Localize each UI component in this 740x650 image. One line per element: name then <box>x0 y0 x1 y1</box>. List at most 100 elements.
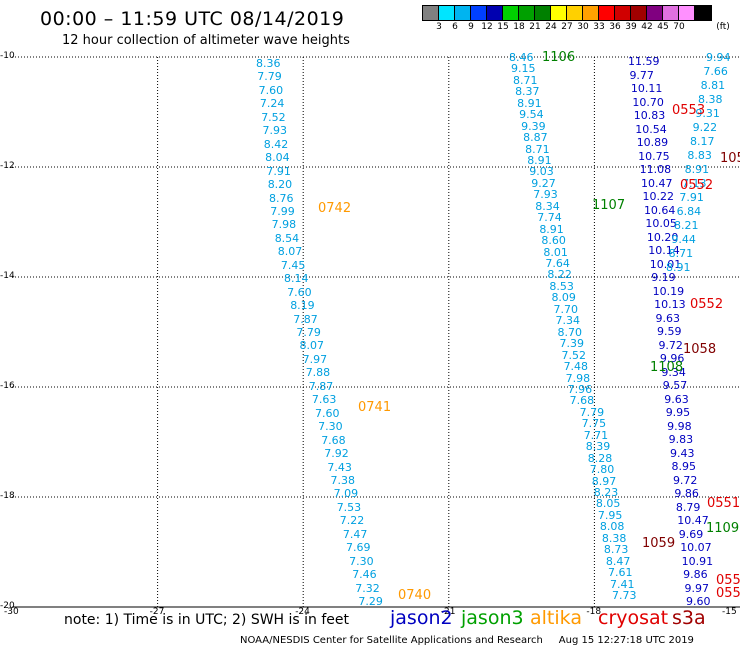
swh-value: 10.47 <box>641 176 673 190</box>
swh-value: 8.46 <box>509 51 534 64</box>
credit-line: NOAA/NESDIS Center for Satellite Applica… <box>240 635 694 646</box>
swh-value: 7.66 <box>703 65 728 78</box>
swh-value: 7.24 <box>259 97 285 111</box>
swh-value: 8.42 <box>263 137 289 151</box>
swh-value: 10.89 <box>636 136 669 149</box>
longitude-label: -18 <box>586 607 602 617</box>
color-swatch <box>631 6 647 20</box>
color-swatch <box>503 6 519 20</box>
swh-value: 8.38 <box>698 93 723 106</box>
swh-value: 7.61 <box>607 566 633 580</box>
latitude-label: -16 <box>0 381 15 391</box>
swh-value: 7.32 <box>355 581 380 595</box>
latitude-label: -10 <box>0 51 15 61</box>
swh-value: 7.45 <box>280 258 306 272</box>
color-swatch <box>471 6 487 20</box>
swh-value: 7.39 <box>559 337 585 351</box>
swh-value: 9.69 <box>678 527 704 541</box>
swh-value: 8.71 <box>513 73 538 87</box>
swh-value: 7.30 <box>349 554 374 568</box>
swh-value: 7.60 <box>258 83 284 97</box>
swh-value: 8.04 <box>265 151 290 165</box>
swh-value: 7.98 <box>271 218 297 232</box>
color-swatch <box>679 6 695 20</box>
swh-value: 9.27 <box>531 176 556 190</box>
swh-value: 7.68 <box>321 433 346 447</box>
swh-value: 10.13 <box>654 298 686 311</box>
swh-value: 8.38 <box>601 531 627 545</box>
swh-value: 9.19 <box>651 271 676 284</box>
swh-value: 8.91 <box>517 96 542 110</box>
color-scale-tick: 42 <box>641 22 653 32</box>
swh-value: 8.07 <box>277 245 303 259</box>
color-scale-tick: 15 <box>497 22 509 32</box>
swh-value: 7.43 <box>327 460 352 474</box>
color-scale-tick: 33 <box>593 22 605 32</box>
swh-value: 7.87 <box>308 379 334 393</box>
color-scale-tick: 27 <box>561 22 573 32</box>
swh-value: 8.14 <box>284 272 309 286</box>
swh-value: 7.29 <box>358 595 383 608</box>
pass-label: 1107 <box>592 198 626 213</box>
swh-value: 7.38 <box>330 473 356 487</box>
swh-value: 8.91 <box>527 154 552 168</box>
swh-value: 7.79 <box>296 326 321 339</box>
color-scale-tick: 39 <box>625 22 637 32</box>
credit-text: NOAA/NESDIS Center for Satellite Applica… <box>240 635 543 646</box>
swh-value: 7.47 <box>342 527 368 541</box>
longitude-label: -27 <box>149 607 165 617</box>
swh-value: 7.87 <box>293 312 318 326</box>
swh-value: 8.20 <box>267 178 293 192</box>
color-swatch <box>535 6 551 20</box>
swh-value: 9.86 <box>683 568 708 581</box>
swh-value: 8.81 <box>700 79 726 92</box>
map-subtitle: 12 hour collection of altimeter wave hei… <box>62 33 350 48</box>
swh-value: 10.70 <box>632 95 664 109</box>
latitude-label: -18 <box>0 491 15 501</box>
swh-value: 9.31 <box>695 107 720 120</box>
swh-value: 10.01 <box>649 257 682 271</box>
swh-value: 7.46 <box>352 568 377 582</box>
color-swatch <box>439 6 455 20</box>
swh-value: 9.39 <box>521 119 546 133</box>
swh-value: 7.60 <box>287 285 312 299</box>
latitude-label: -14 <box>0 271 15 281</box>
swh-value: 7.70 <box>553 302 578 316</box>
color-swatch <box>551 6 567 20</box>
legend-item-cryosat: cryosat <box>598 607 669 629</box>
swh-value: 10.54 <box>635 122 667 136</box>
pass-label: 1109 <box>706 521 740 536</box>
swh-value: 9.44 <box>671 233 696 246</box>
swh-value: 7.99 <box>270 204 295 218</box>
color-swatch <box>695 6 711 20</box>
swh-value: 7.64 <box>545 257 570 271</box>
color-scale-tick: 70 <box>673 22 685 32</box>
swh-value: 10.22 <box>642 190 675 203</box>
swh-value: 9.96 <box>659 352 685 365</box>
color-scale-tick: 24 <box>545 22 557 32</box>
swh-value: 8.95 <box>671 460 697 473</box>
swh-value: 9.54 <box>519 108 544 122</box>
swh-value: 9.43 <box>670 446 695 460</box>
swh-value: 8.70 <box>557 325 583 339</box>
latitude-label: -12 <box>0 161 15 171</box>
swh-value: 8.91 <box>684 163 710 176</box>
swh-value: 8.73 <box>603 543 629 557</box>
swh-value: 8.34 <box>535 199 560 213</box>
swh-value: 7.75 <box>581 417 607 431</box>
swh-value: 8.05 <box>595 497 621 511</box>
swh-value: 8.23 <box>593 485 619 499</box>
color-scale-tick: (ft) <box>716 22 730 32</box>
swh-value: 10.05 <box>645 217 677 230</box>
swh-value: 9.98 <box>667 419 692 433</box>
swh-value: 10.11 <box>630 82 663 95</box>
pass-label: 1108 <box>650 360 684 375</box>
swh-value: 10.75 <box>638 149 670 163</box>
legend-item-altika: altika <box>530 607 582 629</box>
swh-value: 8.01 <box>543 245 568 259</box>
swh-value: 10.83 <box>633 109 666 122</box>
pass-label: 055 <box>716 586 740 601</box>
pass-label: 0552 <box>680 178 714 193</box>
swh-value: 7.80 <box>589 463 615 477</box>
